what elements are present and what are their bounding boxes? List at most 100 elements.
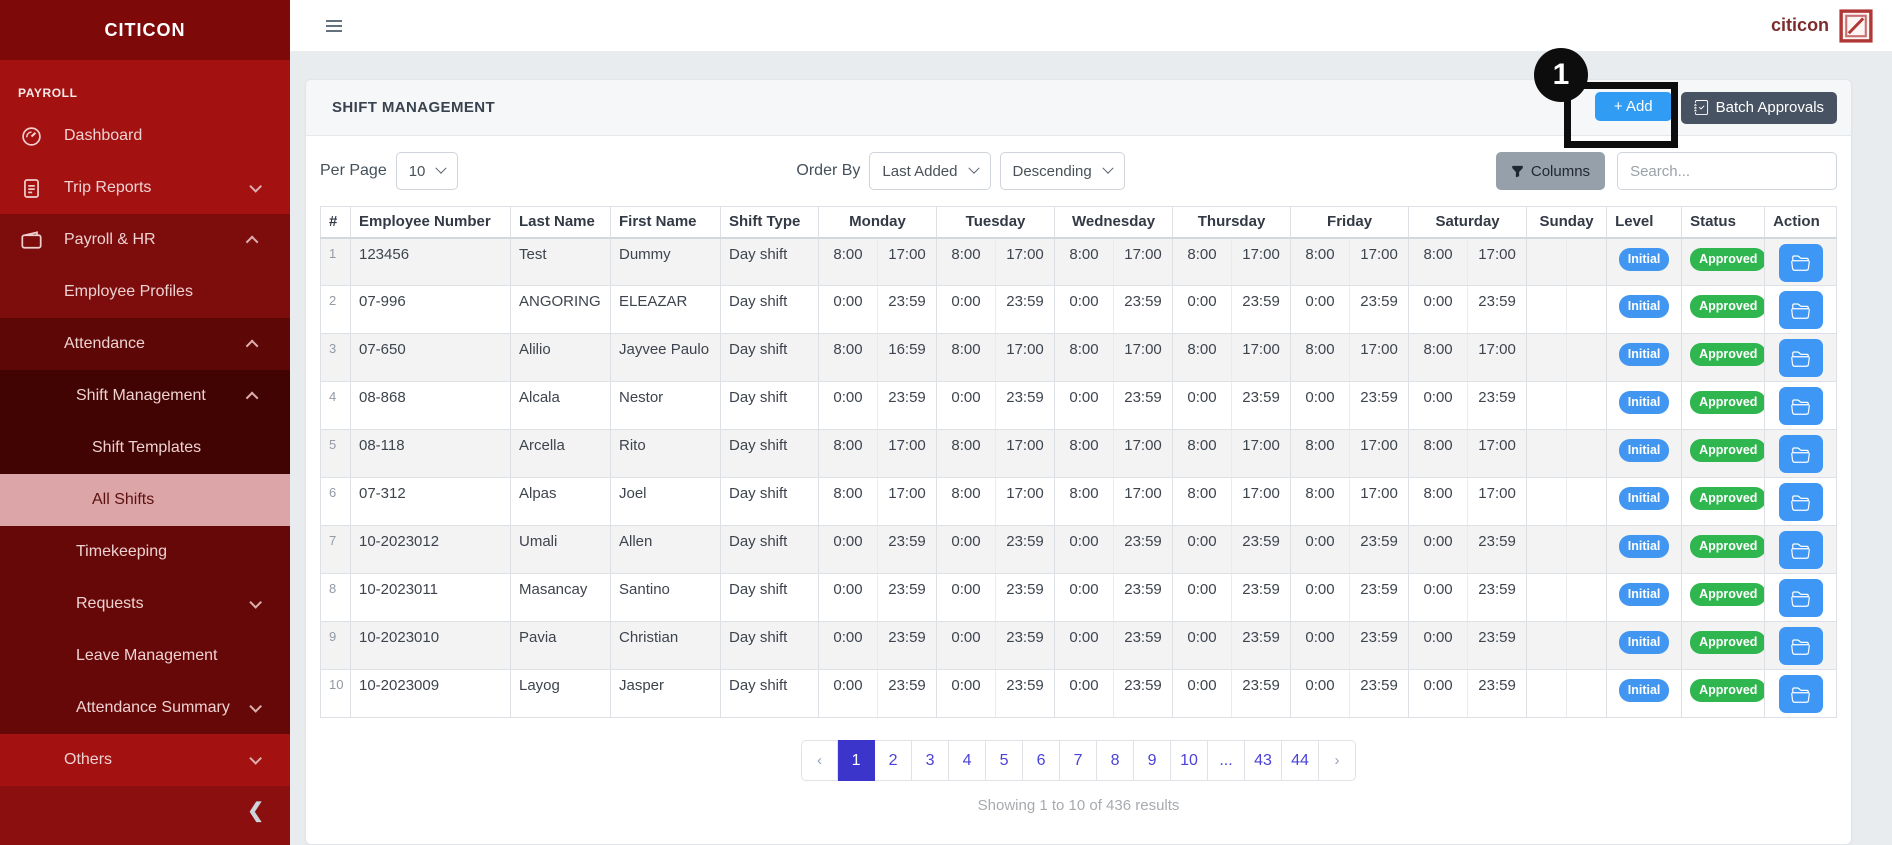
- shift-start-cell: 0:00: [1054, 573, 1115, 622]
- sidebar-item-leave-management[interactable]: Leave Management: [0, 630, 290, 682]
- shift-start-cell: 8:00: [1408, 333, 1469, 382]
- pagination-page-44[interactable]: 44: [1282, 740, 1320, 781]
- add-button[interactable]: + Add: [1594, 91, 1672, 121]
- shift-end-cell: 23:59: [995, 525, 1056, 574]
- first-name-cell: Nestor: [610, 381, 721, 430]
- shift-start-cell: 8:00: [1408, 477, 1469, 526]
- sidebar-item-label: Shift Templates: [92, 439, 202, 456]
- shift-end-cell: 17:00: [995, 477, 1056, 526]
- employee-number-cell: 10-2023009: [350, 669, 511, 718]
- row-number: 4: [320, 381, 351, 430]
- sidebar-item-payroll-hr[interactable]: Payroll & HR: [0, 214, 290, 266]
- pagination-page-3[interactable]: 3: [912, 740, 950, 781]
- shift-end-cell: 23:59: [1113, 669, 1174, 718]
- shift-end-cell: 17:00: [1467, 477, 1528, 526]
- shift-start-cell: 0:00: [1172, 285, 1233, 334]
- per-page-select[interactable]: 10: [395, 152, 459, 190]
- shift-start-cell: 0:00: [818, 669, 878, 718]
- status-badge: Approved: [1690, 295, 1764, 318]
- order-direction-select[interactable]: Descending: [999, 152, 1125, 190]
- open-shift-button[interactable]: [1778, 483, 1823, 521]
- sidebar-item-label: Leave Management: [76, 647, 218, 664]
- pagination-page-4[interactable]: 4: [949, 740, 987, 781]
- topbar-brand-text: citicon: [1771, 15, 1830, 35]
- shift-end-cell: [1566, 333, 1608, 382]
- sidebar-item-trip-reports[interactable]: Trip Reports: [0, 162, 290, 214]
- hamburger-menu-icon[interactable]: [326, 19, 342, 32]
- open-shift-button[interactable]: [1778, 435, 1823, 473]
- shift-start-cell: [1526, 333, 1568, 382]
- employee-number-cell: 07-996: [350, 285, 511, 334]
- shift-end-cell: 23:59: [995, 381, 1056, 430]
- shift-start-cell: 8:00: [1408, 429, 1469, 478]
- pagination-page-8[interactable]: 8: [1097, 740, 1135, 781]
- status-cell: Approved: [1681, 237, 1766, 286]
- chevron-down-icon: [435, 162, 448, 174]
- sidebar-item-others[interactable]: Others: [0, 734, 290, 786]
- status-cell: Approved: [1681, 381, 1766, 430]
- shift-start-cell: 8:00: [936, 477, 997, 526]
- pagination-prev[interactable]: ‹: [801, 740, 839, 781]
- shift-end-cell: 17:00: [1349, 237, 1410, 286]
- open-shift-button[interactable]: [1778, 387, 1823, 425]
- sidebar-item-label: Dashboard: [64, 127, 143, 144]
- shift-start-cell: 8:00: [1172, 333, 1233, 382]
- search-input[interactable]: [1617, 152, 1838, 190]
- shift-start-cell: 8:00: [818, 333, 878, 382]
- gauge-icon: [20, 125, 42, 147]
- sidebar-item-dashboard[interactable]: Dashboard: [0, 110, 290, 162]
- open-shift-button[interactable]: [1778, 579, 1823, 617]
- sidebar-item-label: Attendance: [64, 335, 145, 352]
- shift-start-cell: 8:00: [936, 237, 997, 286]
- pagination-page-7[interactable]: 7: [1060, 740, 1098, 781]
- level-cell: Initial: [1606, 333, 1683, 382]
- open-shift-button[interactable]: [1778, 675, 1823, 713]
- row-number: 9: [320, 621, 351, 670]
- sidebar-item-shift-management[interactable]: Shift Management: [0, 370, 290, 422]
- status-cell: Approved: [1681, 525, 1766, 574]
- pagination-page-43[interactable]: 43: [1245, 740, 1283, 781]
- pagination-next[interactable]: ›: [1319, 740, 1357, 781]
- folder-open-icon: [1791, 302, 1810, 319]
- pagination-page-10[interactable]: 10: [1171, 740, 1209, 781]
- sidebar-item-all-shifts[interactable]: All Shifts: [0, 474, 290, 526]
- shift-end-cell: [1566, 285, 1608, 334]
- open-shift-button[interactable]: [1778, 339, 1823, 377]
- pagination-page-5[interactable]: 5: [986, 740, 1024, 781]
- open-shift-button[interactable]: [1778, 627, 1823, 665]
- pagination-page-1[interactable]: 1: [838, 740, 876, 781]
- open-shift-button[interactable]: [1778, 291, 1823, 329]
- shift-end-cell: 17:00: [1231, 333, 1292, 382]
- last-name-cell: Umali: [510, 525, 611, 574]
- open-shift-button[interactable]: [1778, 531, 1823, 569]
- status-badge: Approved: [1690, 439, 1764, 462]
- table-row: 10 10-2023009 Layog Jasper Day shift 0:00 23:5…: [320, 669, 1838, 718]
- shift-end-cell: 17:00: [1231, 429, 1292, 478]
- column-header-day: Saturday: [1408, 206, 1528, 239]
- filter-row: Per Page 10 Order By Last Added: [320, 152, 1838, 190]
- pagination-page-6[interactable]: 6: [1023, 740, 1061, 781]
- sidebar-item-timekeeping[interactable]: Timekeeping: [0, 526, 290, 578]
- sidebar-section-label: PAYROLL: [18, 86, 78, 100]
- sidebar-item-requests[interactable]: Requests: [0, 578, 290, 630]
- pagination-page-2[interactable]: 2: [875, 740, 913, 781]
- batch-approvals-button[interactable]: Batch Approvals: [1680, 91, 1838, 124]
- shift-type-cell: Day shift: [720, 477, 819, 526]
- shift-start-cell: 8:00: [1290, 477, 1351, 526]
- columns-button[interactable]: Columns: [1495, 152, 1606, 190]
- shift-type-cell: Day shift: [720, 237, 819, 286]
- sidebar-item-attendance-summary[interactable]: Attendance Summary: [0, 682, 290, 734]
- sidebar-item-shift-templates[interactable]: Shift Templates: [0, 422, 290, 474]
- status-badge: Approved: [1690, 679, 1764, 702]
- shift-end-cell: 23:59: [1467, 381, 1528, 430]
- shift-end-cell: [1566, 237, 1608, 286]
- order-by-select[interactable]: Last Added: [869, 152, 991, 190]
- pagination-page-9[interactable]: 9: [1134, 740, 1172, 781]
- sidebar-item-attendance[interactable]: Attendance: [0, 318, 290, 370]
- shift-end-cell: 23:59: [1349, 381, 1410, 430]
- level-badge: Initial: [1618, 343, 1670, 366]
- sidebar-item-employee-profiles[interactable]: Employee Profiles: [0, 266, 290, 318]
- level-cell: Initial: [1606, 285, 1683, 334]
- open-shift-button[interactable]: [1778, 243, 1823, 282]
- sidebar-collapse-icon[interactable]: ❮: [247, 800, 264, 822]
